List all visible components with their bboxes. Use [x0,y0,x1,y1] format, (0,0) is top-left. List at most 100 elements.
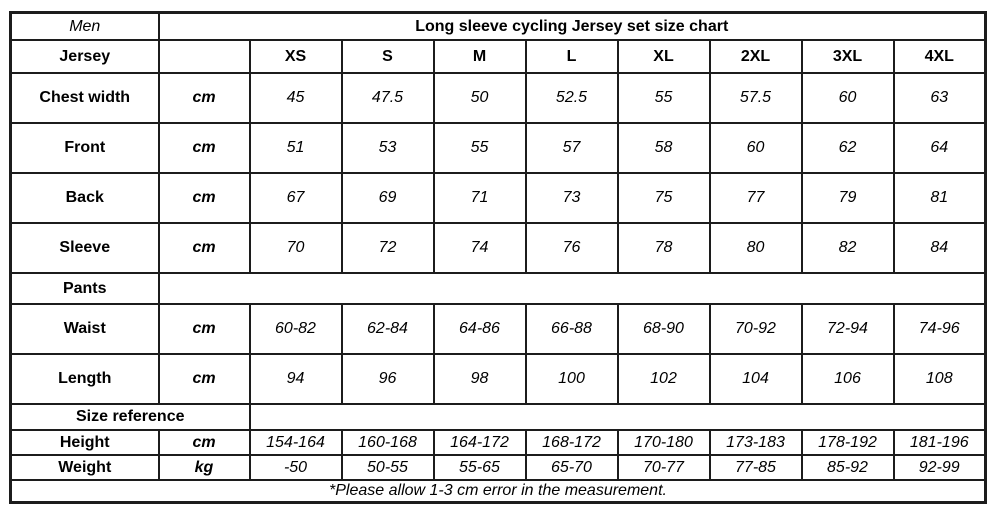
cell-value: 60 [800,72,895,124]
size-header-m: M [432,39,527,74]
row-label: Front [9,122,160,174]
cell-value: 50 [432,72,527,124]
cell-value: 77 [708,172,803,224]
cell-value: 50-55 [340,454,435,481]
size-header-xs: XS [248,39,343,74]
cell-value: 92-99 [892,454,987,481]
gender-label: Men [9,11,160,41]
cell-value: 63 [892,72,987,124]
cell-value: 154-164 [248,429,343,456]
row-label: Length [9,353,160,405]
table-row-weight: Weight kg -50 50-55 55-65 65-70 70-77 77… [9,454,987,481]
cell-value: 164-172 [432,429,527,456]
cell-value: 45 [248,72,343,124]
cell-value: 104 [708,353,803,405]
size-header-xl: XL [616,39,711,74]
cell-value: 71 [432,172,527,224]
row-label: Weight [9,454,160,481]
unit-cell: cm [157,429,251,456]
cell-value: 69 [340,172,435,224]
size-header-s: S [340,39,435,74]
cell-value: 57.5 [708,72,803,124]
size-header-3xl: 3XL [800,39,895,74]
cell-value: 67 [248,172,343,224]
chart-title: Long sleeve cycling Jersey set size char… [157,11,987,41]
cell-value: 70-92 [708,303,803,355]
cell-value: 78 [616,222,711,274]
size-header-row: Jersey XS S M L XL 2XL 3XL 4XL [9,39,987,74]
unit-cell: kg [157,454,251,481]
cell-value: 60 [708,122,803,174]
cell-value: 57 [524,122,619,174]
section-filler-cell [248,403,987,431]
cell-value: 170-180 [616,429,711,456]
section-row-pants: Pants [9,272,987,305]
size-header-2xl: 2XL [708,39,803,74]
cell-value: 51 [248,122,343,174]
footnote-row: *Please allow 1-3 cm error in the measur… [9,479,987,504]
table-row-sleeve: Sleeve cm 70 72 74 76 78 80 82 84 [9,222,987,274]
cell-value: 74 [432,222,527,274]
size-chart-table: Men Long sleeve cycling Jersey set size … [9,11,987,504]
size-header-4xl: 4XL [892,39,987,74]
cell-value: 168-172 [524,429,619,456]
cell-value: 82 [800,222,895,274]
table-row-back: Back cm 67 69 71 73 75 77 79 81 [9,172,987,224]
section-label-size-reference: Size reference [9,403,251,431]
cell-value: 96 [340,353,435,405]
cell-value: 47.5 [340,72,435,124]
cell-value: 94 [248,353,343,405]
cell-value: 55 [616,72,711,124]
unit-cell: cm [157,72,251,124]
unit-cell: cm [157,172,251,224]
cell-value: 68-90 [616,303,711,355]
cell-value: 81 [892,172,987,224]
cell-value: 64 [892,122,987,174]
row-label: Sleeve [9,222,160,274]
cell-value: 66-88 [524,303,619,355]
cell-value: 173-183 [708,429,803,456]
cell-value: 52.5 [524,72,619,124]
cell-value: 62-84 [340,303,435,355]
cell-value: 106 [800,353,895,405]
cell-value: 60-82 [248,303,343,355]
cell-value: 70-77 [616,454,711,481]
cell-value: 65-70 [524,454,619,481]
table-row-front: Front cm 51 53 55 57 58 60 62 64 [9,122,987,174]
cell-value: 76 [524,222,619,274]
cell-value: 72 [340,222,435,274]
table-row-length: Length cm 94 96 98 100 102 104 106 108 [9,353,987,405]
cell-value: 181-196 [892,429,987,456]
unit-cell: cm [157,222,251,274]
section-row-size-reference: Size reference [9,403,987,431]
cell-value: 98 [432,353,527,405]
section-label-pants: Pants [9,272,160,305]
cell-value: 70 [248,222,343,274]
table-row-waist: Waist cm 60-82 62-84 64-86 66-88 68-90 7… [9,303,987,355]
cell-value: 79 [800,172,895,224]
row-label: Height [9,429,160,456]
cell-value: 100 [524,353,619,405]
cell-value: -50 [248,454,343,481]
cell-value: 160-168 [340,429,435,456]
footnote-text: *Please allow 1-3 cm error in the measur… [9,479,987,504]
cell-value: 72-94 [800,303,895,355]
cell-value: 55 [432,122,527,174]
cell-value: 77-85 [708,454,803,481]
row-label: Back [9,172,160,224]
cell-value: 178-192 [800,429,895,456]
unit-cell: cm [157,122,251,174]
cell-value: 108 [892,353,987,405]
cell-value: 74-96 [892,303,987,355]
cell-value: 73 [524,172,619,224]
cell-value: 64-86 [432,303,527,355]
section-filler-cell [157,272,987,305]
row-label: Chest width [9,72,160,124]
unit-cell: cm [157,303,251,355]
cell-value: 53 [340,122,435,174]
cell-value: 55-65 [432,454,527,481]
size-header-l: L [524,39,619,74]
cell-value: 84 [892,222,987,274]
cell-value: 62 [800,122,895,174]
table-row-chest-width: Chest width cm 45 47.5 50 52.5 55 57.5 6… [9,72,987,124]
